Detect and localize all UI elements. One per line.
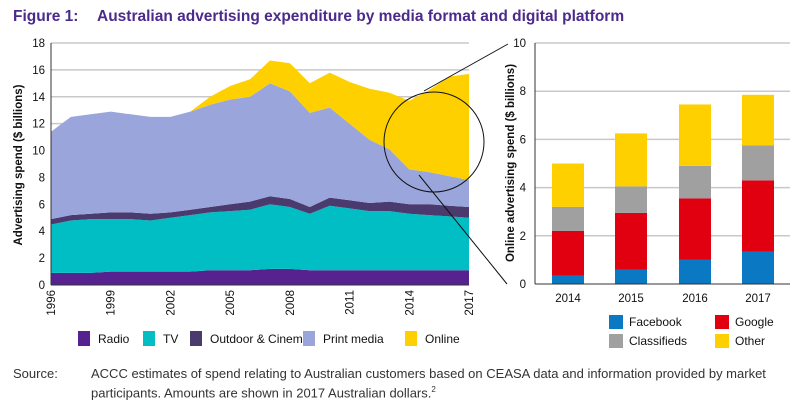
left-x-tick-label: 2008 — [285, 290, 297, 316]
area-tv — [51, 204, 469, 273]
bar-segment-google — [552, 230, 584, 276]
left-x-tick-label: 1999 — [106, 290, 118, 316]
area-chart: 0 2 4 6 8 10 12 14 16 18 1996 1999 2002 2005 2008 2011… — [13, 38, 476, 346]
right-x-tick-label: 2014 — [555, 293, 581, 305]
right-y-tick-label: 4 — [520, 183, 527, 195]
left-y-tick-label: 12 — [32, 119, 45, 131]
left-y-tick-label: 6 — [39, 199, 45, 211]
source-text: ACCC estimates of spend relating to Aust… — [91, 366, 781, 401]
left-y-tick-label: 2 — [39, 253, 45, 265]
legend-swatch — [609, 315, 623, 329]
legend-label: Print media — [323, 332, 384, 346]
legend-item-radio: Radio — [78, 331, 130, 346]
footnote-marker: 2 — [431, 385, 436, 394]
legend-swatch — [715, 315, 729, 329]
right-y-tick-label: 0 — [520, 279, 526, 291]
right-y-tick-label: 2 — [520, 231, 526, 243]
legend-label: Google — [735, 315, 774, 329]
legend-label: TV — [163, 332, 178, 346]
legend-item-outdoor-cinema: Outdoor & Cinema — [190, 331, 310, 346]
bar-2015 — [615, 133, 647, 284]
bar-segment-google — [742, 180, 774, 252]
legend-item-tv: TV — [143, 331, 178, 346]
left-y-tick-label: 8 — [39, 172, 45, 184]
bar-segment-classifieds — [615, 186, 647, 213]
legend-label: Classifieds — [629, 334, 687, 348]
highlight-circle — [383, 91, 485, 193]
left-y-tick-label: 0 — [39, 280, 45, 292]
bar-segment-other — [552, 163, 584, 207]
right-y-tick-label: 8 — [520, 86, 526, 98]
source-label: Source: — [13, 366, 58, 381]
source-body: ACCC estimates of spend relating to Aust… — [91, 366, 766, 401]
zoom-line-top — [423, 43, 509, 92]
left-x-tick-label: 2002 — [165, 290, 177, 316]
left-y-tick-label: 10 — [32, 146, 45, 158]
area-print-media — [51, 83, 469, 220]
bar-segment-other — [679, 104, 711, 166]
bar-segment-classifieds — [679, 165, 711, 199]
left-x-tick-label: 2005 — [225, 290, 237, 316]
area-online — [51, 60, 469, 181]
right-x-tick-label: 2015 — [618, 293, 644, 305]
legend-swatch — [715, 334, 729, 348]
figure-label: Figure 1: — [13, 8, 79, 25]
legend-swatch — [190, 331, 202, 346]
bar-segment-google — [615, 212, 647, 270]
bar-segment-google — [679, 198, 711, 260]
bar-segment-classifieds — [742, 145, 774, 181]
bar-2014 — [552, 163, 584, 284]
left-y-tick-label: 18 — [32, 38, 45, 50]
left-x-tick-label: 2017 — [464, 290, 476, 316]
legend-swatch — [303, 331, 315, 346]
legend-item-other: Other — [715, 334, 765, 348]
legend-item-google: Google — [715, 315, 774, 329]
legend-swatch — [78, 331, 90, 346]
bar-segment-facebook — [742, 251, 774, 284]
bar-segment-other — [742, 94, 774, 146]
legend-label: Radio — [98, 332, 130, 346]
bar-2016 — [679, 104, 711, 284]
right-y-axis-label: Online advertising spend ($ billions) — [505, 64, 517, 262]
left-y-axis-label: Advertising spend ($ billions) — [13, 84, 25, 245]
legend-item-facebook: Facebook — [609, 315, 683, 329]
figure-title: Figure 1: Australian advertising expendit… — [13, 8, 624, 26]
zoom-annotation — [383, 43, 509, 285]
left-x-tick-label: 2014 — [404, 289, 416, 315]
figure-title-text: Australian advertising expenditure by me… — [97, 8, 625, 25]
right-x-tick-label: 2017 — [745, 293, 771, 305]
bar-segment-facebook — [552, 275, 584, 284]
left-y-tick-label: 14 — [32, 92, 45, 104]
bar-segment-classifieds — [552, 206, 584, 231]
legend-item-print-media: Print media — [303, 331, 384, 346]
legend-swatch — [405, 331, 417, 346]
zoom-line-bottom — [418, 174, 508, 285]
right-x-tick-label: 2016 — [682, 293, 708, 305]
legend-label: Other — [735, 334, 765, 348]
bar-segment-facebook — [679, 259, 711, 284]
bar-chart: 0 2 4 6 8 10 2014 2015 2016 2017 Online advertis… — [505, 38, 790, 348]
area-radio — [51, 268, 469, 285]
right-y-tick-label: 6 — [520, 134, 526, 146]
left-x-tick-label: 1996 — [46, 290, 58, 316]
bar-2017 — [742, 94, 774, 284]
bar-segment-other — [615, 133, 647, 187]
left-y-tick-label: 16 — [32, 65, 45, 77]
left-y-tick-label: 4 — [39, 226, 46, 238]
legend-item-online: Online — [405, 331, 460, 346]
legend-label: Online — [425, 332, 460, 346]
left-x-tick-label: 2011 — [345, 290, 357, 315]
bar-segment-facebook — [615, 269, 647, 284]
legend-label: Facebook — [629, 315, 683, 329]
legend-swatch — [609, 334, 623, 348]
legend-item-classifieds: Classifieds — [609, 334, 687, 348]
right-y-tick-label: 10 — [513, 38, 526, 50]
area-outdoor-cinema — [51, 196, 469, 225]
legend-label: Outdoor & Cinema — [210, 332, 310, 346]
legend-swatch — [143, 331, 155, 346]
